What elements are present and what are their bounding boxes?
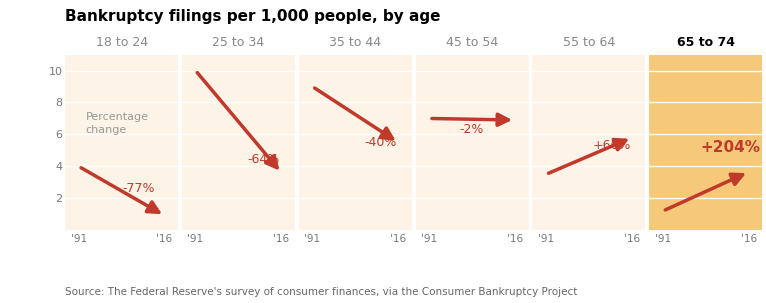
Text: -40%: -40% [364,136,396,149]
Text: Bankruptcy filings per 1,000 people, by age: Bankruptcy filings per 1,000 people, by … [65,9,440,24]
Text: +66%: +66% [592,139,630,152]
Text: Source: The Federal Reserve's survey of consumer finances, via the Consumer Bank: Source: The Federal Reserve's survey of … [65,287,578,297]
Text: -2%: -2% [460,123,484,136]
Text: -77%: -77% [123,182,155,195]
Text: 35 to 44: 35 to 44 [329,36,381,49]
Text: 55 to 64: 55 to 64 [563,36,615,49]
Text: 45 to 54: 45 to 54 [446,36,498,49]
Text: 65 to 74: 65 to 74 [676,36,735,49]
Text: Percentage
change: Percentage change [86,112,149,135]
Text: -64%: -64% [247,154,280,166]
Text: +204%: +204% [701,140,761,155]
Text: 18 to 24: 18 to 24 [96,36,148,49]
Text: 25 to 34: 25 to 34 [212,36,264,49]
